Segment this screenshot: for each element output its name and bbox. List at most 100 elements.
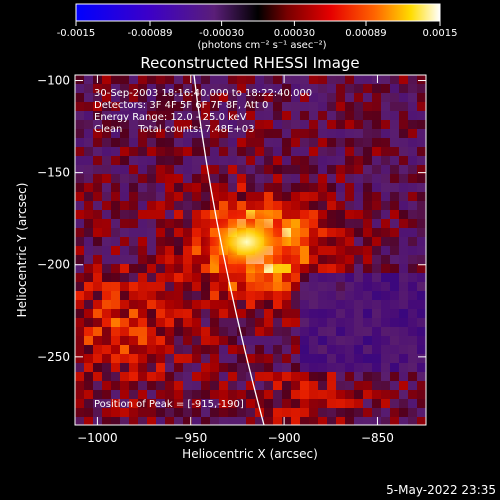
heatmap-cell xyxy=(390,390,399,399)
heatmap-cell xyxy=(309,318,318,327)
heatmap-cell xyxy=(138,417,147,425)
heatmap-cell xyxy=(84,111,93,120)
heatmap-cell xyxy=(390,318,399,327)
heatmap-cell xyxy=(408,273,417,282)
heatmap-cell xyxy=(138,255,147,264)
heatmap-cell xyxy=(165,111,174,120)
heatmap-cell xyxy=(210,336,219,345)
heatmap-cell xyxy=(84,390,93,399)
heatmap-cell xyxy=(246,345,255,354)
heatmap-cell xyxy=(75,327,84,336)
heatmap-cell xyxy=(390,408,399,417)
heatmap-cell xyxy=(336,183,345,192)
heatmap-cell xyxy=(102,255,111,264)
heatmap-cell xyxy=(237,399,246,408)
heatmap-cell xyxy=(183,120,192,129)
plot-frame xyxy=(74,74,427,426)
heatmap-cell xyxy=(129,399,138,408)
heatmap-cell xyxy=(417,408,426,417)
heatmap-cell xyxy=(246,282,255,291)
heatmap-cell xyxy=(291,282,300,291)
heatmap-cell xyxy=(273,399,282,408)
heatmap-cell xyxy=(156,408,165,417)
heatmap-cell xyxy=(192,183,201,192)
heatmap-cell xyxy=(318,327,327,336)
heatmap-cell xyxy=(237,120,246,129)
heatmap-cell xyxy=(354,417,363,425)
heatmap-cell xyxy=(192,291,201,300)
heatmap-cell xyxy=(300,165,309,174)
heatmap-cell xyxy=(228,318,237,327)
heatmap-cell xyxy=(372,273,381,282)
heatmap-cell xyxy=(399,75,408,84)
heatmap-cell xyxy=(156,93,165,102)
heatmap-cell xyxy=(210,156,219,165)
heatmap-cell xyxy=(282,327,291,336)
heatmap-cell xyxy=(300,219,309,228)
heatmap-cell xyxy=(327,228,336,237)
heatmap-cell xyxy=(165,291,174,300)
heatmap-cell xyxy=(273,318,282,327)
heatmap-cell xyxy=(174,390,183,399)
heatmap-cell xyxy=(75,201,84,210)
heatmap-cell xyxy=(210,75,219,84)
heatmap-cell xyxy=(75,372,84,381)
heatmap-cell xyxy=(129,291,138,300)
heatmap-cell xyxy=(327,264,336,273)
heatmap-cell xyxy=(327,84,336,93)
heatmap-cell xyxy=(255,336,264,345)
heatmap-cell xyxy=(210,102,219,111)
heatmap-cell xyxy=(138,129,147,138)
heatmap-cell xyxy=(147,120,156,129)
heatmap-cell xyxy=(165,93,174,102)
heatmap-cell xyxy=(93,228,102,237)
heatmap-cell xyxy=(75,255,84,264)
heatmap-cell xyxy=(228,273,237,282)
heatmap-cell xyxy=(147,417,156,425)
heatmap-cell xyxy=(84,363,93,372)
heatmap-cell xyxy=(381,219,390,228)
heatmap-cell xyxy=(408,183,417,192)
heatmap-cell xyxy=(201,300,210,309)
heatmap-cell xyxy=(192,282,201,291)
heatmap-cell xyxy=(336,102,345,111)
heatmap-cell xyxy=(111,372,120,381)
heatmap-cell xyxy=(237,372,246,381)
heatmap-cell xyxy=(165,363,174,372)
heatmap-cell xyxy=(273,327,282,336)
heatmap-cell xyxy=(354,390,363,399)
heatmap-cell xyxy=(300,147,309,156)
heatmap-cell xyxy=(147,282,156,291)
heatmap-cell xyxy=(417,201,426,210)
heatmap-cell xyxy=(291,111,300,120)
heatmap-cell xyxy=(273,336,282,345)
heatmap-cell xyxy=(300,273,309,282)
heatmap-cell xyxy=(219,399,228,408)
heatmap-cell xyxy=(336,192,345,201)
heatmap-cell xyxy=(147,246,156,255)
heatmap-cell xyxy=(228,336,237,345)
heatmap-cell xyxy=(138,138,147,147)
heatmap-cell xyxy=(327,147,336,156)
heatmap-cell xyxy=(255,192,264,201)
heatmap-cell xyxy=(300,408,309,417)
heatmap-cell xyxy=(192,264,201,273)
heatmap-cell xyxy=(345,210,354,219)
heatmap-cell xyxy=(408,381,417,390)
heatmap-cell xyxy=(372,237,381,246)
heatmap-cell xyxy=(174,282,183,291)
heatmap-cell xyxy=(147,111,156,120)
heatmap-cell xyxy=(399,237,408,246)
heatmap-cell xyxy=(201,345,210,354)
heatmap-cell xyxy=(75,399,84,408)
heatmap-cell xyxy=(273,174,282,183)
heatmap-cell xyxy=(165,120,174,129)
heatmap-cell xyxy=(246,192,255,201)
heatmap-cell xyxy=(282,210,291,219)
heatmap-cell xyxy=(156,264,165,273)
y-axis: −100 −150 −200 −250 xyxy=(37,74,426,364)
heatmap-cell xyxy=(282,75,291,84)
heatmap-cell xyxy=(165,183,174,192)
heatmap-cell xyxy=(354,111,363,120)
heatmap-cell xyxy=(183,273,192,282)
